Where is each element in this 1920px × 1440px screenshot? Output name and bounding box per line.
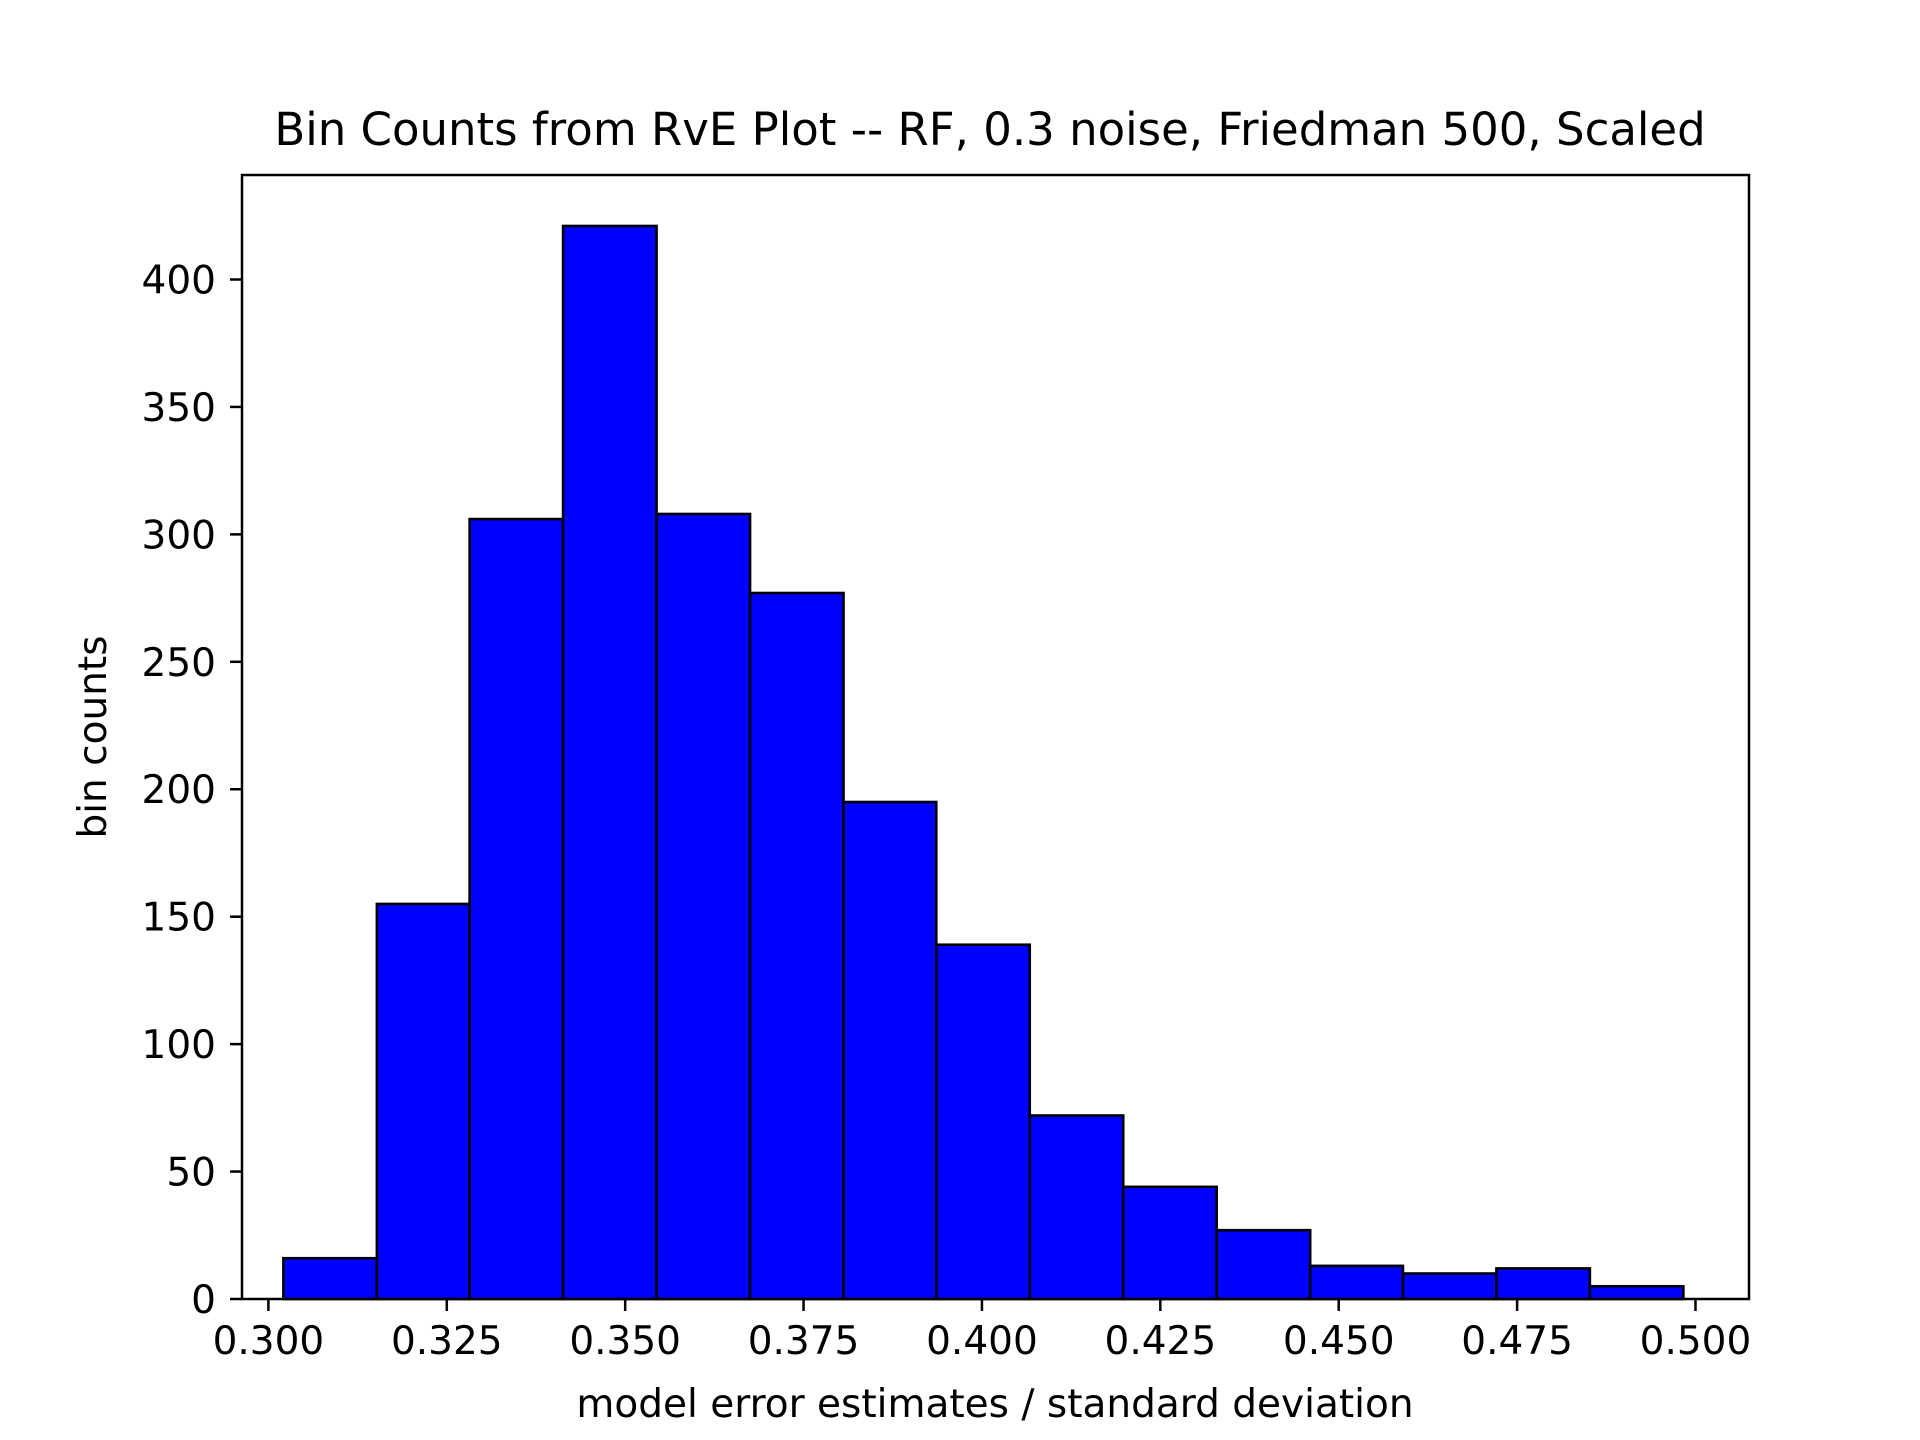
y-tick-label: 300: [142, 513, 216, 558]
bars-group: [282, 224, 1685, 1301]
histogram-bar: [1215, 1228, 1312, 1301]
x-tick-label: 0.475: [1461, 1319, 1573, 1364]
histogram-bar: [1121, 1185, 1218, 1301]
x-axis-ticks: 0.300 0.325 0.350 0.375 0.400 0.425 0.450 0.475…: [213, 1299, 1752, 1364]
x-tick-label: 0.425: [1105, 1319, 1217, 1364]
y-axis-ticks: 0 50 100 150 200 250 300 350 400: [142, 258, 242, 1323]
histogram-bar: [561, 224, 658, 1301]
x-tick-label: 0.450: [1283, 1319, 1395, 1364]
histogram-bar: [1308, 1264, 1405, 1301]
histogram-bar: [1401, 1272, 1498, 1301]
y-tick-label: 50: [166, 1151, 216, 1196]
histogram-bar: [282, 1256, 379, 1301]
x-tick-label: 0.375: [748, 1319, 860, 1364]
y-tick-label: 400: [142, 258, 216, 303]
histogram-bar: [842, 800, 938, 1301]
x-tick-label: 0.400: [926, 1319, 1038, 1364]
y-tick-label: 200: [142, 768, 216, 813]
histogram-bar: [655, 512, 752, 1301]
histogram-bar: [468, 517, 565, 1301]
y-axis-label: bin counts: [71, 635, 116, 838]
histogram-bar: [748, 591, 845, 1301]
y-tick-label: 100: [142, 1023, 216, 1068]
y-tick-label: 250: [142, 641, 216, 686]
histogram-bar: [1495, 1267, 1592, 1301]
x-tick-label: 0.325: [391, 1319, 503, 1364]
y-tick-label: 0: [191, 1278, 216, 1323]
y-tick-label: 150: [142, 896, 216, 941]
histogram-bar: [375, 902, 471, 1301]
histogram-bar: [1588, 1284, 1685, 1301]
y-tick-label: 350: [142, 386, 216, 431]
histogram-bar: [1028, 1114, 1125, 1301]
histogram-bar: [934, 943, 1032, 1301]
x-tick-label: 0.350: [569, 1319, 681, 1364]
plot-area-frame: [240, 173, 1751, 1301]
x-tick-label: 0.300: [213, 1319, 325, 1364]
chart-title: Bin Counts from RvE Plot -- RF, 0.3 nois…: [274, 103, 1705, 156]
x-tick-label: 0.500: [1640, 1319, 1752, 1364]
x-axis-label: model error estimates / standard deviati…: [576, 1382, 1413, 1427]
